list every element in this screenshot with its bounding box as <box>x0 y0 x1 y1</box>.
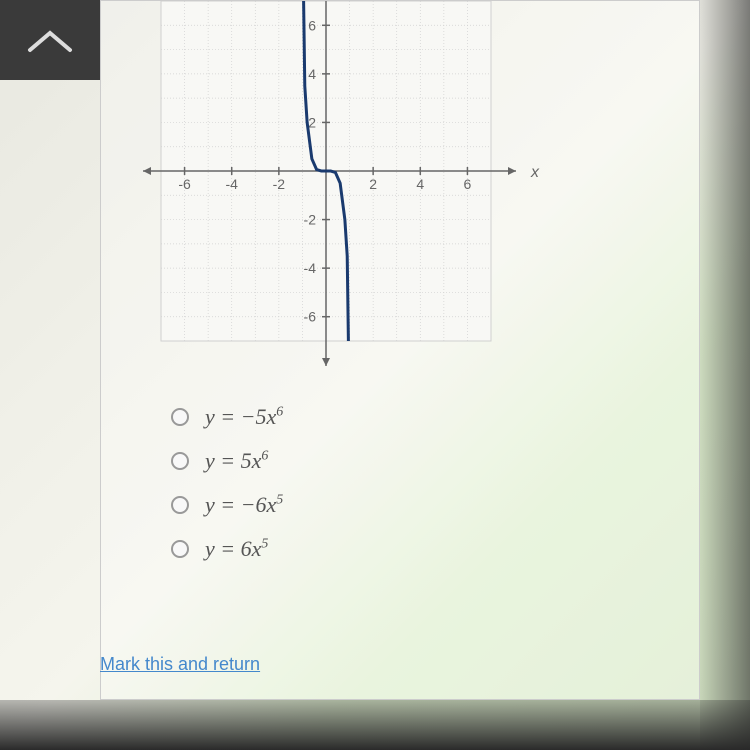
screen-right-edge <box>700 0 750 750</box>
svg-text:2: 2 <box>369 176 377 192</box>
svg-text:x: x <box>530 164 540 181</box>
svg-text:4: 4 <box>308 66 316 82</box>
option-d[interactable]: y = 6x5 <box>171 533 283 565</box>
graph-svg: -6 -4 -2 2 4 6 6 4 2 -2 -4 -6 x <box>141 1 541 376</box>
radio-icon[interactable] <box>171 496 189 514</box>
top-nav-bar <box>0 0 100 80</box>
answer-options: y = −5x6 y = 5x6 y = −6x5 y = 6x5 <box>171 401 283 577</box>
option-b[interactable]: y = 5x6 <box>171 445 283 477</box>
svg-text:2: 2 <box>308 114 316 130</box>
radio-icon[interactable] <box>171 408 189 426</box>
mark-return-link[interactable]: Mark this and return <box>100 654 260 675</box>
svg-text:-4: -4 <box>225 176 238 192</box>
svg-text:4: 4 <box>416 176 424 192</box>
option-label: y = −5x6 <box>205 404 283 430</box>
option-a[interactable]: y = −5x6 <box>171 401 283 433</box>
svg-text:6: 6 <box>308 17 316 33</box>
option-c[interactable]: y = −6x5 <box>171 489 283 521</box>
svg-text:-2: -2 <box>304 212 317 228</box>
screen-bottom-edge <box>0 700 750 750</box>
svg-text:-6: -6 <box>304 309 317 325</box>
option-label: y = 6x5 <box>205 536 268 562</box>
up-arrow-icon[interactable] <box>25 25 75 55</box>
svg-text:-4: -4 <box>304 260 317 276</box>
radio-icon[interactable] <box>171 540 189 558</box>
option-label: y = 5x6 <box>205 448 268 474</box>
svg-text:-6: -6 <box>178 176 191 192</box>
graph: -6 -4 -2 2 4 6 6 4 2 -2 -4 -6 x <box>141 1 541 376</box>
svg-text:6: 6 <box>464 176 472 192</box>
option-label: y = −6x5 <box>205 492 283 518</box>
radio-icon[interactable] <box>171 452 189 470</box>
svg-text:-2: -2 <box>273 176 286 192</box>
question-panel: -6 -4 -2 2 4 6 6 4 2 -2 -4 -6 x y = −5x6 y = 5x6 y =… <box>100 0 700 700</box>
